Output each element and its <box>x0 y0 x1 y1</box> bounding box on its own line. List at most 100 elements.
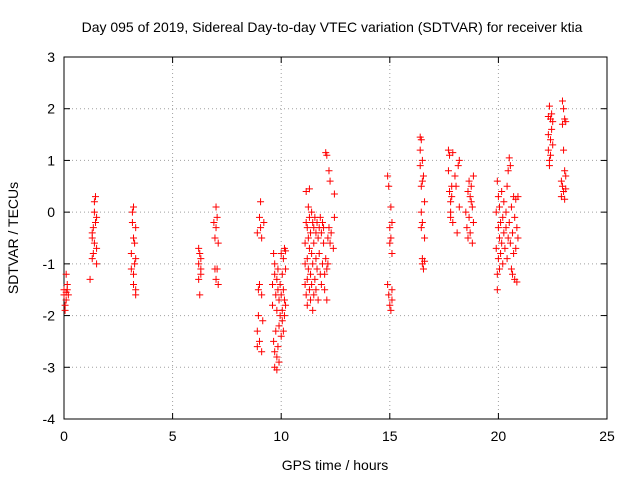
data-point <box>468 203 476 211</box>
data-point <box>62 270 70 278</box>
data-point <box>255 281 263 289</box>
data-point <box>260 218 268 226</box>
data-point <box>466 193 474 201</box>
data-point <box>257 224 265 232</box>
data-point <box>384 172 392 180</box>
data-point <box>500 229 508 237</box>
data-point <box>494 255 502 263</box>
data-point <box>127 265 135 273</box>
data-point <box>495 203 503 211</box>
data-point <box>269 281 277 289</box>
data-point <box>310 239 318 247</box>
data-point <box>325 167 333 175</box>
y-tick-label: 0 <box>47 204 55 220</box>
data-point <box>128 218 136 226</box>
data-point <box>213 213 221 221</box>
data-point <box>326 177 334 185</box>
data-point <box>451 172 459 180</box>
data-point <box>274 265 282 273</box>
data-point <box>417 208 425 216</box>
y-tick-label: -3 <box>43 359 56 375</box>
data-point <box>63 281 71 289</box>
data-point <box>447 208 455 216</box>
data-point <box>495 265 503 273</box>
data-point <box>494 193 502 201</box>
data-point <box>493 270 501 278</box>
data-point <box>316 213 324 221</box>
data-point <box>131 260 139 268</box>
data-point <box>562 172 570 180</box>
data-point <box>449 218 457 226</box>
data-point <box>132 291 140 299</box>
data-point <box>313 265 321 273</box>
data-point <box>130 281 138 289</box>
data-point <box>282 265 290 273</box>
data-point <box>304 203 312 211</box>
data-point <box>452 182 460 190</box>
data-point <box>560 105 568 113</box>
data-point <box>280 312 288 320</box>
data-point <box>512 244 520 252</box>
data-point <box>385 182 393 190</box>
data-point <box>280 296 288 304</box>
data-point <box>309 306 317 314</box>
data-point <box>325 224 333 232</box>
data-point <box>320 239 328 247</box>
data-point <box>386 224 394 232</box>
data-point <box>90 198 98 206</box>
grid <box>64 57 607 419</box>
data-point <box>504 167 512 175</box>
data-point <box>469 172 477 180</box>
data-point <box>195 244 203 252</box>
data-point <box>464 234 472 242</box>
data-point <box>304 265 312 273</box>
data-point <box>493 286 501 294</box>
data-point <box>214 239 222 247</box>
data-point <box>386 239 394 247</box>
data-point <box>330 190 338 198</box>
data-point <box>211 234 219 242</box>
data-point <box>271 260 279 268</box>
data-point <box>312 255 320 263</box>
data-point <box>388 286 396 294</box>
data-point <box>88 255 96 263</box>
data-point <box>386 301 394 309</box>
x-tick-label: 25 <box>599 428 615 444</box>
data-point <box>444 167 452 175</box>
y-tick-label: 2 <box>47 101 55 117</box>
data-point <box>213 265 221 273</box>
data-point <box>132 224 140 232</box>
data-point <box>453 229 461 237</box>
data-point <box>301 239 309 247</box>
data-point <box>326 239 334 247</box>
data-point <box>465 177 473 185</box>
data-point <box>310 291 318 299</box>
data-point <box>388 218 396 226</box>
data-point <box>446 187 454 195</box>
data-point <box>282 247 290 255</box>
data-point <box>544 146 552 154</box>
data-point <box>274 343 282 351</box>
data-point <box>513 278 521 286</box>
data-point <box>492 208 500 216</box>
data-point <box>86 275 94 283</box>
data-point <box>324 234 332 242</box>
data-point <box>89 250 97 258</box>
data-point <box>499 213 507 221</box>
data-point <box>323 296 331 304</box>
data-point <box>513 224 521 232</box>
data-point <box>195 275 203 283</box>
data-point <box>498 187 506 195</box>
data-point <box>302 291 310 299</box>
data-point <box>270 250 278 258</box>
data-point <box>500 198 508 206</box>
data-point <box>506 239 514 247</box>
data-point <box>321 270 329 278</box>
data-point <box>90 208 98 216</box>
data-point <box>197 265 205 273</box>
data-point <box>254 286 262 294</box>
data-point <box>278 317 286 325</box>
data-point <box>416 146 424 154</box>
data-point <box>130 203 138 211</box>
data-point <box>467 182 475 190</box>
